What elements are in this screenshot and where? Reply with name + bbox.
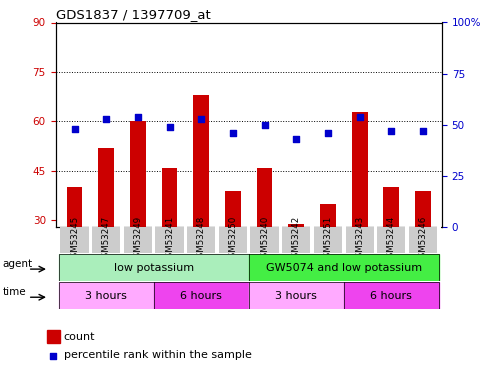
Point xyxy=(102,116,110,122)
Bar xyxy=(247,226,251,253)
Bar xyxy=(256,168,272,227)
Text: 6 hours: 6 hours xyxy=(370,291,412,301)
Text: GSM53243: GSM53243 xyxy=(355,216,364,263)
Bar xyxy=(342,226,345,253)
Bar xyxy=(156,226,184,253)
Text: percentile rank within the sample: percentile rank within the sample xyxy=(64,351,252,360)
Text: 6 hours: 6 hours xyxy=(180,291,222,301)
Point xyxy=(229,130,237,136)
Bar xyxy=(219,226,247,253)
Bar xyxy=(152,226,156,253)
Bar xyxy=(154,282,249,309)
Bar xyxy=(374,226,377,253)
Text: GSM53251: GSM53251 xyxy=(324,216,332,263)
Bar xyxy=(415,190,431,227)
Bar xyxy=(288,224,304,227)
Bar xyxy=(352,111,368,227)
Text: 3 hours: 3 hours xyxy=(275,291,317,301)
Bar xyxy=(320,204,336,227)
Text: time: time xyxy=(3,287,27,297)
Bar xyxy=(345,226,374,253)
Point xyxy=(387,128,395,134)
Text: agent: agent xyxy=(3,259,33,269)
Point xyxy=(198,116,205,122)
Text: 3 hours: 3 hours xyxy=(85,291,127,301)
Bar xyxy=(59,282,154,309)
Bar xyxy=(311,226,314,253)
Bar xyxy=(59,254,249,281)
Bar xyxy=(313,226,342,253)
Bar xyxy=(99,148,114,227)
Text: GSM53240: GSM53240 xyxy=(260,216,269,263)
Bar xyxy=(124,226,152,253)
Text: GSM53247: GSM53247 xyxy=(102,216,111,263)
Point xyxy=(71,126,78,132)
Bar xyxy=(60,226,89,253)
Bar xyxy=(282,226,311,253)
Bar xyxy=(409,226,437,253)
Point xyxy=(50,352,57,358)
Bar xyxy=(47,330,59,343)
Text: GSM53250: GSM53250 xyxy=(228,216,238,263)
Bar xyxy=(249,254,439,281)
Point xyxy=(166,124,173,130)
Bar xyxy=(250,226,279,253)
Bar xyxy=(120,226,124,253)
Bar xyxy=(193,95,209,227)
Text: GSM53242: GSM53242 xyxy=(292,216,301,263)
Bar xyxy=(279,226,282,253)
Text: GSM53245: GSM53245 xyxy=(70,216,79,263)
Bar xyxy=(130,122,146,227)
Point xyxy=(261,122,269,128)
Bar xyxy=(344,282,439,309)
Bar xyxy=(249,282,344,309)
Bar xyxy=(162,168,177,227)
Bar xyxy=(184,226,187,253)
Bar xyxy=(92,226,120,253)
Bar xyxy=(437,226,440,253)
Text: GSM53244: GSM53244 xyxy=(387,216,396,263)
Point xyxy=(419,128,427,134)
Bar xyxy=(67,188,83,227)
Bar xyxy=(225,190,241,227)
Bar xyxy=(187,226,215,253)
Bar xyxy=(215,226,219,253)
Point xyxy=(134,114,142,120)
Text: low potassium: low potassium xyxy=(114,263,194,273)
Text: count: count xyxy=(64,332,95,342)
Text: GSM53248: GSM53248 xyxy=(197,216,206,263)
Text: GSM53241: GSM53241 xyxy=(165,216,174,263)
Point xyxy=(292,136,300,142)
Point xyxy=(356,114,364,120)
Text: GSM53249: GSM53249 xyxy=(133,216,142,262)
Text: GSM53246: GSM53246 xyxy=(418,216,427,263)
Bar xyxy=(405,226,409,253)
Text: GW5074 and low potassium: GW5074 and low potassium xyxy=(266,263,422,273)
Point xyxy=(324,130,332,136)
Bar xyxy=(89,226,92,253)
Bar xyxy=(377,226,406,253)
Bar xyxy=(384,188,399,227)
Text: GDS1837 / 1397709_at: GDS1837 / 1397709_at xyxy=(56,8,210,21)
